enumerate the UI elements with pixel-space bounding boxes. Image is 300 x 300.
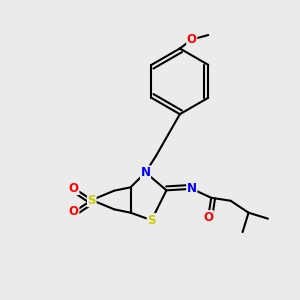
Text: O: O — [187, 33, 197, 46]
Text: O: O — [69, 182, 79, 195]
Text: O: O — [203, 211, 213, 224]
Text: N: N — [140, 166, 151, 179]
Text: S: S — [88, 194, 96, 206]
Text: N: N — [187, 182, 197, 195]
Text: S: S — [147, 214, 156, 227]
Text: O: O — [69, 206, 79, 218]
